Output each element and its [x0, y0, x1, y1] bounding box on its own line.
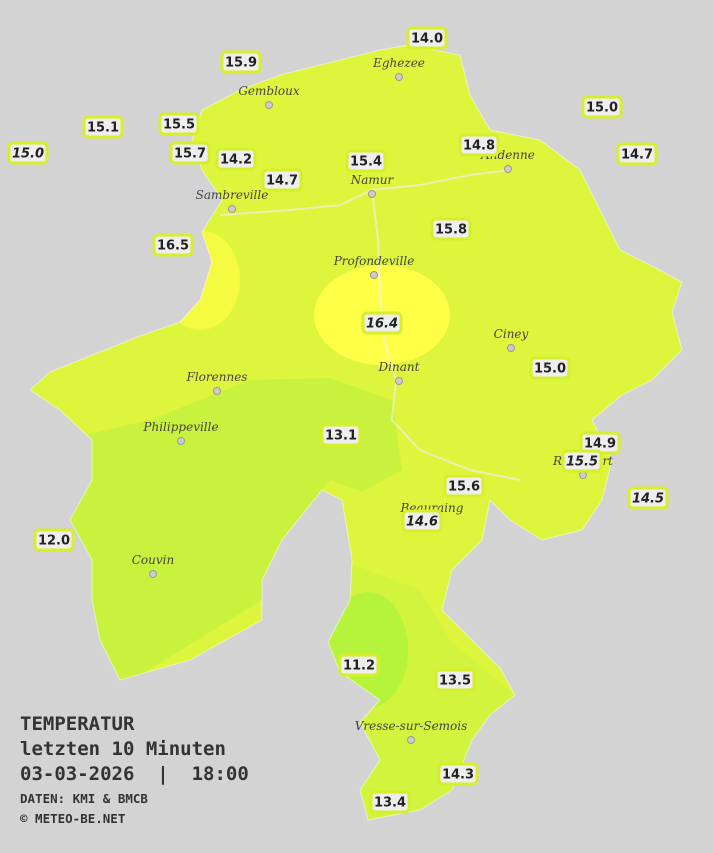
station-value: 16.5	[157, 239, 189, 254]
station-value: 13.1	[325, 429, 357, 444]
station-box	[361, 311, 403, 335]
station-value: 15.8	[435, 223, 467, 238]
station-value: 14.5	[632, 492, 664, 507]
station-box	[369, 790, 411, 814]
stations: 14.0 15.9 15.0 15.1 15.5 15.0 15.7 14.2 14.8 14.7…	[7, 26, 669, 814]
station-value: 15.9	[225, 56, 257, 71]
caption-copyright: © METEO-BE.NET	[20, 811, 125, 826]
station-box	[529, 356, 571, 380]
station-box	[215, 147, 257, 171]
station-value: 15.5	[163, 118, 195, 133]
station-value: 15.7	[174, 147, 206, 162]
station-value: 14.7	[266, 174, 298, 189]
station-box	[152, 233, 194, 257]
station-value: 15.0	[534, 362, 566, 377]
station-value: 14.6	[406, 515, 438, 530]
place-dot	[149, 570, 157, 578]
place-dot	[370, 271, 378, 279]
place-dot	[395, 377, 403, 385]
station-value: 11.2	[343, 659, 375, 674]
station-value: 14.7	[621, 148, 653, 163]
station-box	[338, 653, 380, 677]
caption-datetime: 03-03-2026 | 18:00	[20, 763, 249, 785]
station-value: 14.9	[584, 437, 616, 452]
place-label: Ciney	[494, 327, 529, 341]
place-label: Vresse-sur-Semois	[355, 719, 468, 733]
station-value: 14.0	[411, 32, 443, 47]
station-value: 14.2	[220, 153, 252, 168]
station-value: 12.0	[38, 534, 70, 549]
place-label: Eghezee	[372, 56, 425, 70]
station-box	[627, 486, 669, 510]
station-value: 15.1	[87, 121, 119, 136]
place-dot	[213, 387, 221, 395]
station-box	[443, 474, 485, 498]
place-dot	[407, 736, 415, 744]
station-box	[82, 115, 124, 139]
station-box	[169, 141, 211, 165]
station-box	[345, 149, 387, 173]
station-box	[561, 449, 603, 473]
station-box	[434, 668, 476, 692]
station-box	[458, 133, 500, 157]
caption-title: TEMPERATUR	[20, 713, 135, 735]
station-box	[401, 509, 443, 533]
station-value: 15.0	[586, 101, 618, 116]
place-dot	[395, 73, 403, 81]
place-label: Dinant	[378, 360, 420, 374]
place-dot	[265, 101, 273, 109]
place-label: Philippeville	[142, 420, 218, 434]
place-label: Florennes	[186, 370, 248, 384]
station-box	[261, 168, 303, 192]
place-dot	[504, 165, 512, 173]
place-dot	[368, 190, 376, 198]
place-dot	[507, 344, 515, 352]
place-label: Couvin	[132, 553, 174, 567]
place-label: Sambreville	[196, 188, 269, 202]
station-box	[7, 141, 49, 165]
place-label: Namur	[350, 173, 395, 187]
station-value: 14.3	[442, 768, 474, 783]
station-box	[581, 95, 623, 119]
station-value: 14.8	[463, 139, 495, 154]
station-box	[616, 142, 658, 166]
station-value: 15.4	[350, 155, 382, 170]
station-box	[33, 528, 75, 552]
station-box	[158, 112, 200, 136]
station-value: 15.5	[566, 455, 598, 470]
place-label: Profondeville	[333, 254, 415, 268]
station-box	[406, 26, 448, 50]
place-dot	[579, 471, 587, 479]
caption-period: letzten 10 Minuten	[20, 738, 226, 760]
place-dot	[177, 437, 185, 445]
station-box	[430, 217, 472, 241]
station-box	[437, 762, 479, 786]
caption-source: DATEN: KMI & BMCB	[20, 791, 148, 806]
station-box	[220, 50, 262, 74]
station-value: 13.4	[374, 796, 406, 811]
station-box	[320, 423, 362, 447]
place-label: Gembloux	[238, 84, 300, 98]
place-dot	[228, 205, 236, 213]
station-value: 16.4	[366, 317, 398, 332]
station-value: 13.5	[439, 674, 471, 689]
station-value: 15.6	[448, 480, 480, 495]
caption: TEMPERATUR letzten 10 Minuten 03-03-2026…	[20, 713, 249, 826]
station-value: 15.0	[12, 147, 44, 162]
